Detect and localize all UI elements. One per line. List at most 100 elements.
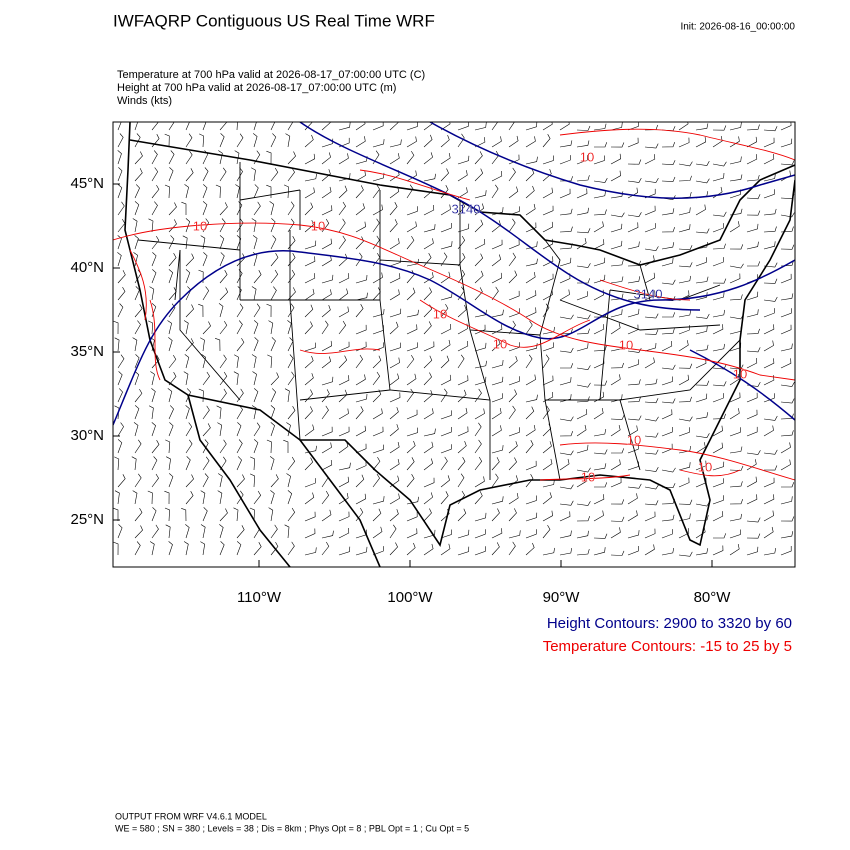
wind-barb	[117, 524, 123, 539]
wind-barb	[729, 498, 743, 505]
wind-barb	[474, 190, 487, 199]
wind-barb	[202, 321, 211, 335]
wind-barb	[168, 422, 174, 437]
wind-barb	[253, 439, 259, 454]
wind-barb	[185, 122, 190, 131]
wind-barb	[338, 341, 350, 352]
wind-barb	[287, 490, 293, 505]
wind-barb	[304, 202, 314, 216]
wind-barb	[593, 155, 605, 165]
wind-barb	[133, 422, 139, 437]
wind-barb	[695, 326, 708, 335]
wind-barb	[151, 122, 159, 131]
wind-barb	[250, 456, 256, 471]
wind-barb	[236, 541, 242, 556]
contour-labels: 10 10 3140 10 10 3140 10 10 10 10 10 10	[193, 149, 748, 484]
wind-barb	[729, 544, 740, 556]
wind-barb	[644, 511, 656, 522]
wind-barb	[219, 508, 228, 522]
wind-barb	[114, 405, 120, 420]
wind-barb	[525, 156, 538, 165]
wind-barb	[304, 373, 314, 386]
wind-barb	[185, 218, 191, 233]
wind-barb	[185, 524, 190, 539]
wind-barb	[216, 405, 222, 420]
wind-barb	[218, 303, 224, 318]
wind-barb	[695, 178, 710, 184]
lat-label: 40°N	[70, 259, 104, 276]
wind-barb	[117, 388, 123, 403]
wind-barb	[440, 292, 453, 301]
wind-barb	[644, 342, 657, 352]
wind-barb	[321, 426, 333, 437]
wind-barb	[491, 170, 503, 182]
wind-barb	[236, 474, 245, 488]
wind-barb	[593, 324, 605, 335]
wind-barb	[168, 372, 177, 386]
wind-barb	[440, 410, 452, 420]
wind-barb	[270, 337, 276, 352]
wind-barb	[355, 203, 365, 216]
wind-barb	[423, 341, 435, 352]
wind-barb	[576, 291, 588, 301]
wind-barb	[780, 244, 795, 250]
wind-barb	[338, 476, 350, 488]
wind-barb	[576, 188, 588, 199]
wind-barb	[321, 459, 333, 471]
wind-barb	[149, 286, 155, 301]
wind-barb	[576, 328, 590, 335]
wind-barb	[440, 323, 452, 335]
wind-barb	[525, 258, 538, 267]
wind-barb	[678, 374, 690, 386]
wind-barb	[559, 430, 573, 437]
wind-barb	[406, 354, 415, 369]
wind-barb	[321, 376, 334, 386]
wind-barb	[661, 547, 674, 556]
wind-barb	[304, 321, 313, 335]
wind-barb	[355, 546, 368, 556]
wind-barb	[321, 405, 329, 420]
wind-barb	[304, 457, 314, 471]
contour-label: 10	[193, 218, 207, 233]
wind-barb	[304, 342, 316, 352]
wind-barb	[355, 221, 366, 233]
wind-barb	[372, 235, 380, 250]
wind-barb	[627, 276, 641, 284]
wind-barb	[763, 308, 775, 318]
wind-barb	[117, 252, 122, 267]
wind-barb	[542, 547, 555, 556]
wind-barb	[576, 501, 591, 506]
wind-barb	[746, 347, 761, 353]
wind-barb	[525, 495, 537, 505]
wind-barb	[661, 242, 675, 250]
wind-barb	[389, 273, 401, 284]
wind-barb	[440, 475, 450, 488]
wind-barb	[287, 456, 296, 471]
wind-barb	[712, 495, 724, 505]
wind-barb	[236, 422, 242, 437]
wind-barb	[134, 507, 143, 522]
contour-label: 10	[581, 469, 595, 484]
wind-barb	[610, 276, 624, 284]
wind-barb	[406, 542, 416, 556]
wind-barb	[780, 496, 793, 505]
wind-barb	[321, 289, 332, 301]
wind-barb	[610, 477, 622, 488]
wind-barb	[134, 405, 140, 420]
wind-barb	[287, 406, 296, 420]
wind-barb	[423, 492, 433, 505]
wind-barb	[423, 428, 436, 437]
wind-barb	[627, 415, 642, 421]
wind-barb	[593, 190, 606, 199]
wind-barb	[219, 287, 229, 301]
contour-label: 10	[619, 337, 633, 352]
wind-barb	[406, 170, 417, 182]
wind-barb	[321, 255, 332, 267]
wind-barb	[593, 345, 607, 352]
wind-barb	[440, 271, 451, 284]
wind-barb	[134, 541, 141, 556]
wind-barb	[270, 122, 276, 131]
wind-barb	[627, 293, 641, 301]
wind-barb	[219, 371, 228, 386]
wind-barb	[491, 239, 503, 250]
